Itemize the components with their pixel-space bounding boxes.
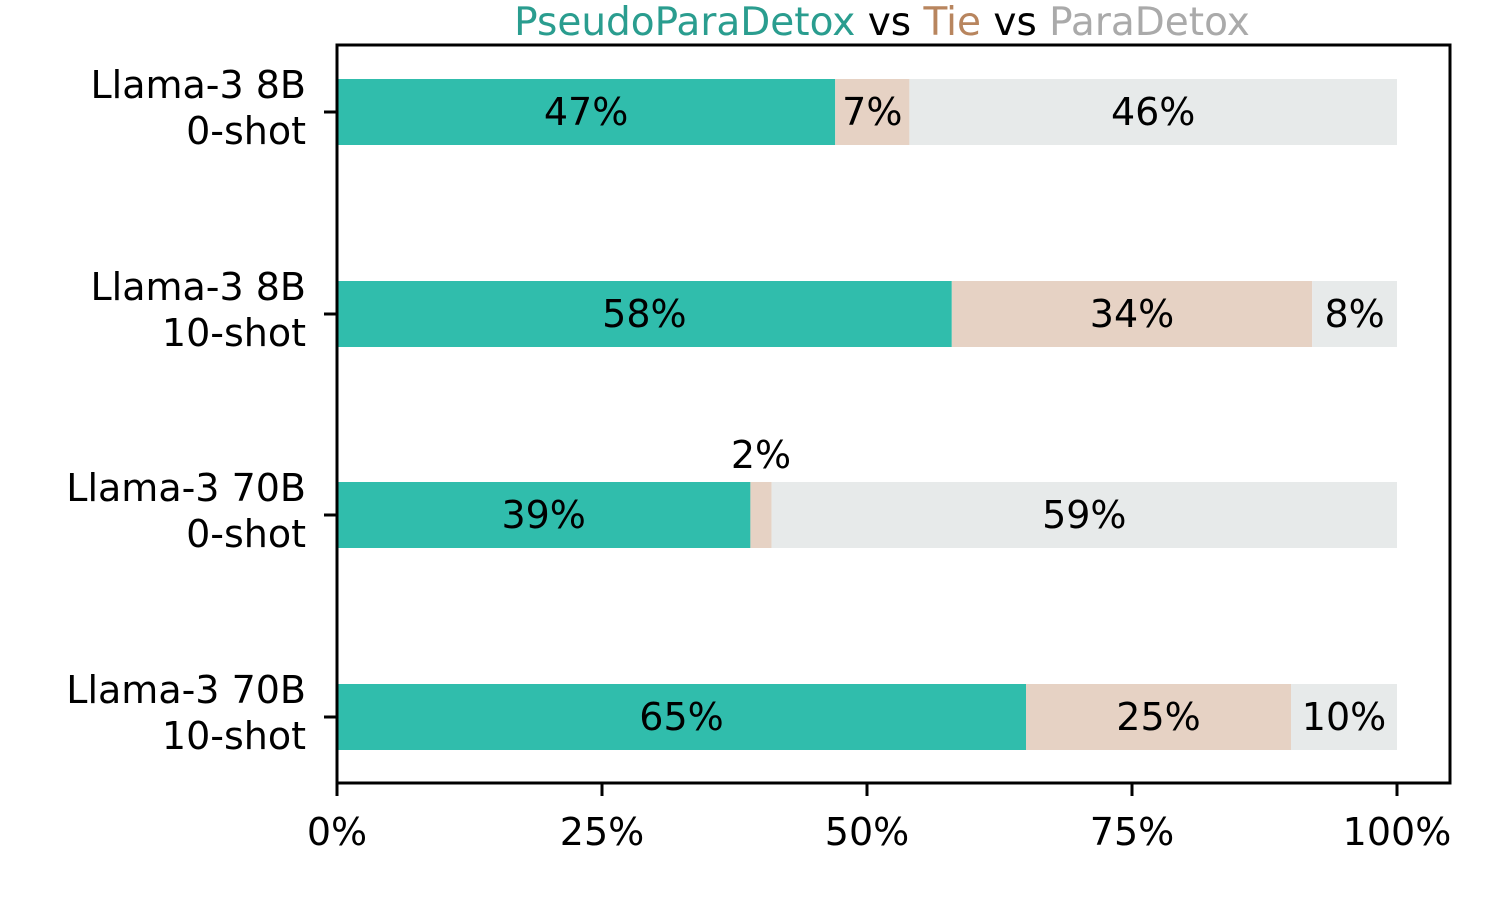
bars-layer — [337, 79, 1397, 750]
bar-segment — [835, 79, 910, 145]
bar-value-label: 34% — [1090, 292, 1174, 336]
x-tick-label: 25% — [560, 810, 644, 854]
y-tick-label: Llama-3 70B — [66, 466, 306, 510]
chart-title: PseudoParaDetox vs Tie vs ParaDetox — [514, 0, 1250, 45]
x-tick-label: 50% — [825, 810, 909, 854]
y-tick-label: 0-shot — [186, 109, 306, 153]
bar-segment — [337, 79, 836, 145]
bar-segment — [750, 482, 772, 548]
bar-labels-layer: 47% 7% 46% 58% 34% 8% 39% 2% 59% 65% 25% 10% — [501, 90, 1386, 739]
bar-value-label: 58% — [602, 292, 686, 336]
bar-segment — [1291, 684, 1397, 750]
y-tick-label: Llama-3 8B — [90, 265, 306, 309]
x-tick-label: 75% — [1090, 810, 1174, 854]
bar-segment — [337, 281, 952, 347]
title-part: vs — [981, 0, 1037, 45]
bar-value-label: 39% — [501, 493, 585, 537]
y-tick-label: Llama-3 70B — [66, 668, 306, 712]
title-part: vs — [855, 0, 911, 45]
bar-segment — [951, 281, 1313, 347]
bar-value-label: 65% — [639, 695, 723, 739]
bar-value-label: 2% — [731, 433, 791, 477]
y-tick-label: 10-shot — [162, 311, 306, 355]
bar-segment — [337, 482, 751, 548]
title-part: PseudoParaDetox — [514, 0, 855, 45]
title-part: Tie — [911, 0, 981, 45]
bar-value-label: 46% — [1111, 90, 1195, 134]
x-tick-label: 100% — [1343, 810, 1452, 854]
bar-value-label: 47% — [544, 90, 628, 134]
y-tick-label: Llama-3 8B — [90, 63, 306, 107]
x-tick-label: 0% — [307, 810, 367, 854]
y-tick-label: 0-shot — [186, 512, 306, 556]
bar-segment — [1026, 684, 1291, 750]
title-part: ParaDetox — [1037, 0, 1250, 45]
bar-segment — [909, 79, 1397, 145]
x-axis: 0% 25% 50% 75% 100% — [307, 783, 1451, 854]
bar-value-label: 25% — [1116, 695, 1200, 739]
bar-segment — [337, 684, 1026, 750]
bar-segment — [1312, 281, 1397, 347]
bar-value-label: 7% — [842, 90, 902, 134]
bar-value-label: 59% — [1042, 493, 1126, 537]
y-tick-label: 10-shot — [162, 714, 306, 758]
bar-value-label: 8% — [1324, 292, 1384, 336]
plot-frame — [335, 43, 1452, 785]
bar-value-label: 10% — [1302, 695, 1386, 739]
bar-segment — [771, 482, 1397, 548]
